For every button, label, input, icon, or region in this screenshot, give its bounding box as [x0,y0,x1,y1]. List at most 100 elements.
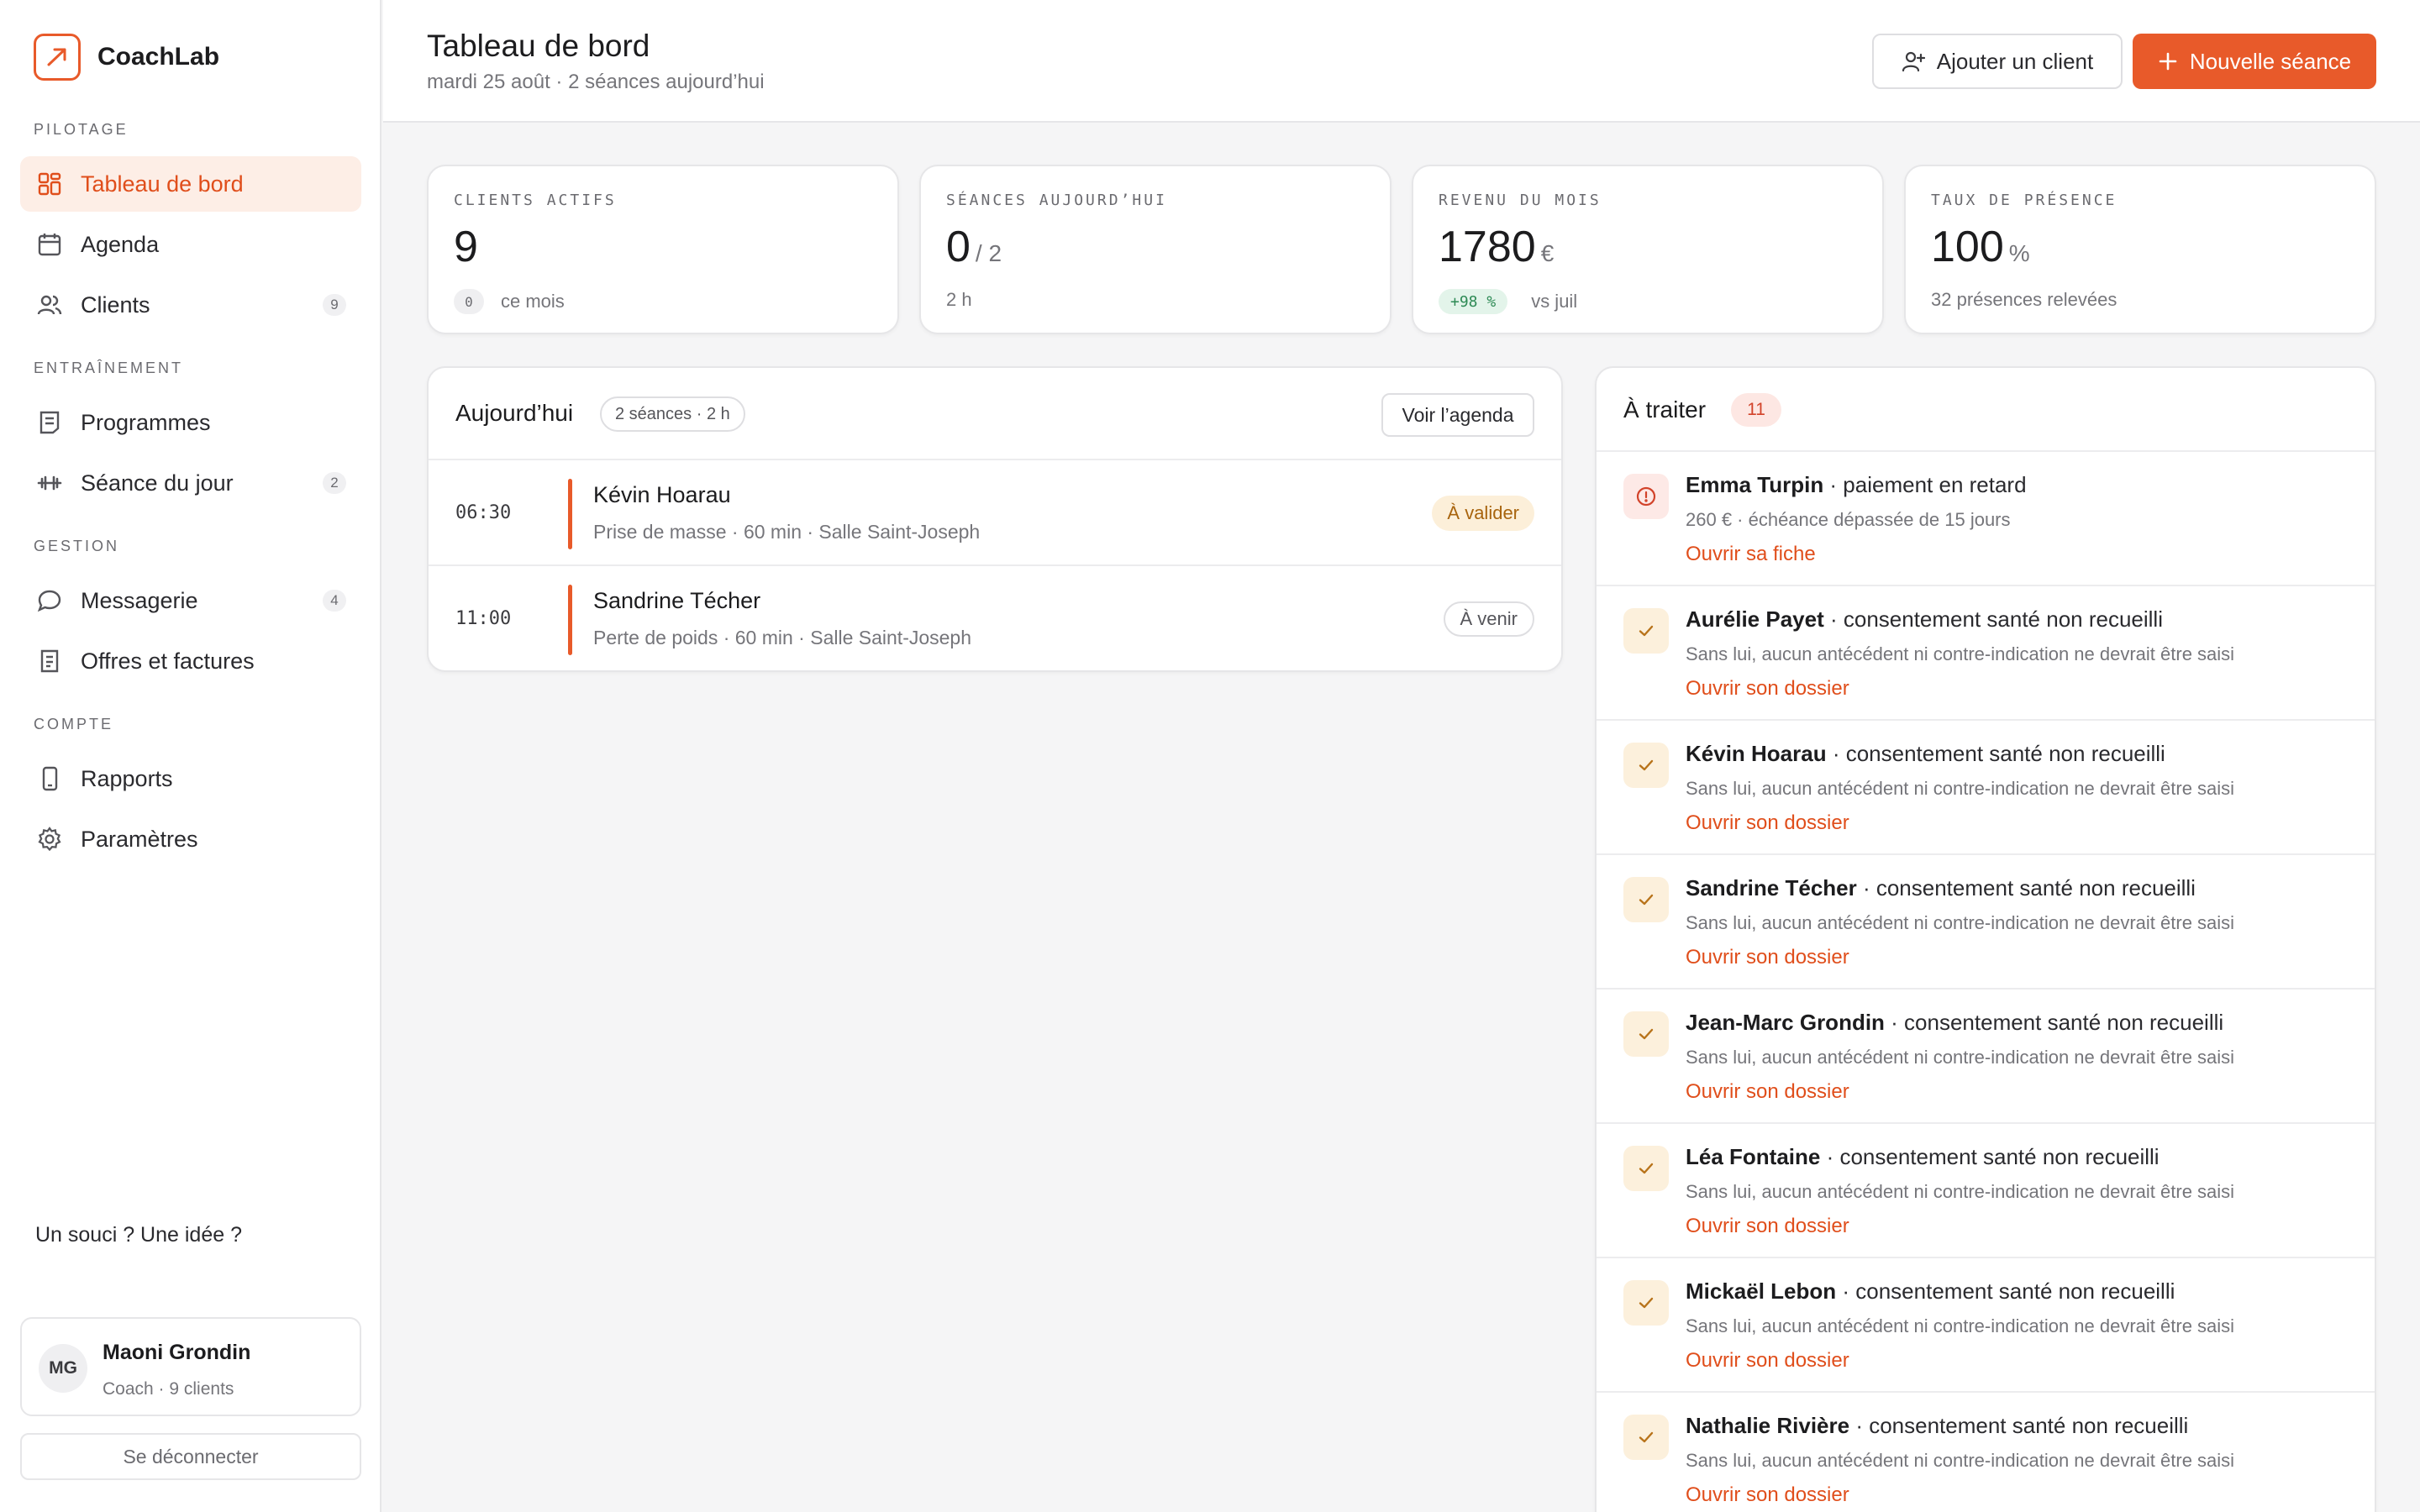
sidebar-item-label: Messagerie [81,587,198,613]
user-name: Maoni Grondin [103,1341,251,1364]
todo-title: À traiter [1623,396,1707,423]
todo-issue: · consentement santé non recueilli [1856,875,2196,900]
todo-client-name: Kévin Hoarau [1686,741,1827,766]
alert-icon [1623,474,1669,519]
brand-name: CoachLab [97,43,220,71]
check-icon [1623,1415,1669,1460]
today-panel: Aujourd’hui 2 séances · 2 h Voir l’agend… [427,366,1563,672]
todo-action-link[interactable]: Ouvrir son dossier [1686,1215,1849,1237]
todo-client-name: Léa Fontaine [1686,1144,1821,1169]
sidebar: CoachLab PILOTAGE Tableau de bord Agenda… [0,0,381,1512]
stat-value: 100% [1931,223,2030,271]
messagerie-count-badge: 4 [323,590,346,612]
section-label-pilotage: PILOTAGE [34,121,129,138]
todo-detail: Sans lui, aucun antécédent ni contre-ind… [1686,1181,2235,1202]
check-icon [1623,1280,1669,1326]
check-icon [1623,743,1669,788]
user-subtitle: Coach · 9 clients [103,1379,234,1399]
stat-value: 1780 € [1439,223,1555,271]
logout-button[interactable]: Se déconnecter [20,1433,361,1480]
todo-count-badge: 11 [1731,393,1781,427]
todo-issue: · consentement santé non recueilli [1826,741,2165,766]
todo-action-link[interactable]: Ouvrir sa fiche [1686,543,1816,565]
session-client: Sandrine Técher [593,588,761,613]
todo-action-link[interactable]: Ouvrir son dossier [1686,946,1849,969]
todo-item: Aurélie Payet · consentement santé non r… [1597,586,2375,721]
todo-item: Nathalie Rivière · consentement santé no… [1597,1393,2375,1512]
stat-label: TAUX DE PRÉSENCE [1931,192,2118,209]
todo-action-link[interactable]: Ouvrir son dossier [1686,811,1849,834]
todo-issue: · consentement santé non recueilli [1823,606,2163,632]
session-time: 11:00 [455,608,512,629]
todo-action-link[interactable]: Ouvrir son dossier [1686,677,1849,700]
todo-issue: · paiement en retard [1823,472,2027,497]
stat-card-clients: CLIENTS ACTIFS 9 0 ce mois [427,165,899,334]
check-icon [1623,877,1669,922]
feedback-link[interactable]: Un souci ? Une idée ? [35,1223,242,1247]
sidebar-item-seance-du-jour[interactable]: Séance du jour 2 [20,455,361,511]
todo-client-name: Sandrine Técher [1686,875,1857,900]
stat-label: REVENU DU MOIS [1439,192,1602,209]
sidebar-item-offres[interactable]: Offres et factures [20,633,361,689]
todo-action-link[interactable]: Ouvrir son dossier [1686,1080,1849,1103]
todo-issue: · consentement santé non recueilli [1820,1144,2160,1169]
stat-foot-text: 2 h [946,289,972,310]
todo-issue: · consentement santé non recueilli [1849,1413,2189,1438]
session-client: Kévin Hoarau [593,482,731,507]
sidebar-item-rapports[interactable]: Rapports [20,751,361,806]
sidebar-item-dashboard[interactable]: Tableau de bord [20,156,361,212]
stat-unit: € [1540,240,1555,266]
avatar: MG [39,1344,87,1393]
sidebar-item-agenda[interactable]: Agenda [20,217,361,272]
session-details: Prise de masse · 60 min · Salle Saint-Jo… [593,521,981,543]
calendar-icon [35,230,64,259]
sidebar-item-parametres[interactable]: Paramètres [20,811,361,867]
plus-icon [2158,51,2178,71]
todo-item: Léa Fontaine · consentement santé non re… [1597,1124,2375,1258]
todo-client-name: Aurélie Payet [1686,606,1824,632]
todo-action-link[interactable]: Ouvrir son dossier [1686,1349,1849,1372]
sidebar-item-messagerie[interactable]: Messagerie 4 [20,573,361,628]
todo-item: Sandrine Técher · consentement santé non… [1597,855,2375,990]
stat-value: 9 [454,223,478,271]
check-icon [1623,1146,1669,1191]
session-row[interactable]: 11:00 Sandrine Técher Perte de poids · 6… [429,566,1561,670]
stat-delta-chip: 0 [454,289,484,314]
todo-client-name: Nathalie Rivière [1686,1413,1850,1438]
todo-detail: Sans lui, aucun antécédent ni contre-ind… [1686,1047,2235,1068]
stat-label: CLIENTS ACTIFS [454,192,617,209]
stat-card-attendance: TAUX DE PRÉSENCE 100% 32 présences relev… [1904,165,2376,334]
sidebar-item-programmes[interactable]: Programmes [20,395,361,450]
stat-foot-text: ce mois [501,291,565,312]
today-title: Aujourd’hui [455,400,574,426]
invoice-icon [35,647,64,675]
todo-action-link[interactable]: Ouvrir son dossier [1686,1483,1849,1506]
todo-client-name: Jean-Marc Grondin [1686,1010,1885,1035]
todo-client-name: Mickaël Lebon [1686,1278,1837,1304]
page-title: Tableau de bord [427,29,650,63]
stat-label: SÉANCES AUJOURD’HUI [946,192,1167,209]
clients-count-badge: 9 [323,294,346,316]
sidebar-item-label: Agenda [81,231,160,257]
sidebar-item-label: Programmes [81,409,211,435]
session-details: Perte de poids · 60 min · Salle Saint-Jo… [593,627,972,648]
sidebar-item-clients[interactable]: Clients 9 [20,277,361,333]
page-subtitle: mardi 25 août · 2 séances aujourd’hui [427,71,765,93]
sidebar-item-label: Paramètres [81,826,198,852]
check-icon [1623,608,1669,654]
gear-icon [35,825,64,853]
new-session-label: Nouvelle séance [2189,48,2352,74]
today-summary-pill: 2 séances · 2 h [600,396,745,432]
stat-unit: / 2 [975,240,1002,266]
todo-issue: · consentement santé non recueilli [1884,1010,2224,1035]
brand[interactable]: CoachLab [34,34,219,81]
session-row[interactable]: 06:30 Kévin Hoarau Prise de masse · 60 m… [429,460,1561,566]
todo-detail: Sans lui, aucun antécédent ni contre-ind… [1686,1450,2235,1471]
new-session-button[interactable]: Nouvelle séance [2133,34,2376,89]
sidebar-item-label: Tableau de bord [81,171,244,197]
todo-detail: Sans lui, aucun antécédent ni contre-ind… [1686,1315,2235,1336]
add-client-button[interactable]: Ajouter un client [1872,34,2123,89]
user-card[interactable]: MG Maoni Grondin Coach · 9 clients [20,1317,361,1416]
view-agenda-button[interactable]: Voir l’agenda [1381,393,1534,437]
stat-value: 0/ 2 [946,223,1002,271]
